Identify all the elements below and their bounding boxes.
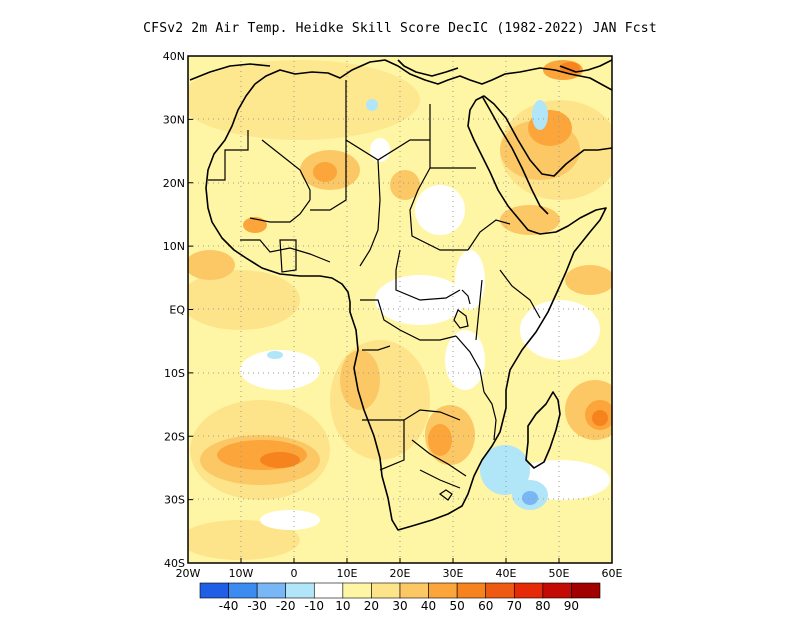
colorbar-swatch	[513, 582, 544, 599]
lake-outlines	[279, 239, 471, 501]
lon-tick-label: 30E	[443, 567, 464, 580]
colorbar-swatch	[571, 582, 601, 599]
lon-tick-label: 10E	[337, 567, 358, 580]
lon-tick-label: 40E	[496, 567, 517, 580]
colorbar-label: -10	[304, 599, 324, 613]
lon-tick-label: 10W	[229, 567, 254, 580]
colorbar-swatch	[199, 582, 229, 599]
lat-tick-label: 30S	[164, 494, 185, 507]
colorbar-label: -40	[219, 599, 239, 613]
lon-tick-label: 20W	[176, 567, 201, 580]
lat-tick-label: EQ	[169, 304, 185, 317]
colorbar-label: -30	[247, 599, 267, 613]
lat-tick-label: 30N	[163, 113, 185, 126]
colorbar-label: 40	[421, 599, 436, 613]
lat-tick-label: 20N	[163, 177, 185, 190]
colorbar-swatch	[256, 582, 287, 599]
map-title: CFSv2 2m Air Temp. Heidke Skill Score De…	[143, 21, 657, 36]
colorbar-swatch	[371, 582, 401, 599]
longitude-axis: 20W 10W 0 10E 20E 30E 40E 50E 60E	[176, 558, 623, 580]
colorbar-label: -20	[276, 599, 296, 613]
colorbar-swatch	[485, 582, 515, 599]
grid-lines	[188, 56, 612, 563]
lat-tick-label: 40S	[164, 557, 185, 570]
country-borders	[208, 80, 541, 489]
colorbar-label: 50	[450, 599, 465, 613]
lat-tick-label: 10S	[164, 367, 185, 380]
lon-tick-label: 20E	[390, 567, 411, 580]
lon-tick-label: 50E	[549, 567, 570, 580]
colorbar-swatch	[428, 582, 458, 599]
lat-tick-label: 10N	[163, 240, 185, 253]
colorbar-swatch	[285, 582, 315, 599]
colorbar-label: 30	[392, 599, 407, 613]
colorbar-swatch	[342, 582, 372, 599]
colorbar-swatch	[228, 582, 258, 599]
colorbar-label: 60	[478, 599, 493, 613]
lat-tick-label: 20S	[164, 430, 185, 443]
colorbar-swatch	[399, 582, 429, 599]
colorbar-label: 80	[535, 599, 550, 613]
lon-tick-label: 0	[291, 567, 298, 580]
colorbar-swatch	[313, 582, 344, 599]
colorbar-label: 10	[335, 599, 350, 613]
latitude-axis: 40N 30N 20N 10N EQ 10S 20S 30S 40S	[163, 50, 193, 570]
colorbar-swatch	[542, 582, 572, 599]
lon-tick-label: 60E	[602, 567, 623, 580]
colorbar-label: 20	[364, 599, 379, 613]
colorbar-label: 70	[507, 599, 522, 613]
africa-coastline	[189, 59, 612, 531]
colorbar-swatch	[456, 582, 487, 599]
lat-tick-label: 40N	[163, 50, 185, 63]
colorbar-label: 90	[564, 599, 579, 613]
colorbar: -40 -30 -20 -10 10 20 30 40 50 60 70 80 90	[199, 582, 601, 613]
